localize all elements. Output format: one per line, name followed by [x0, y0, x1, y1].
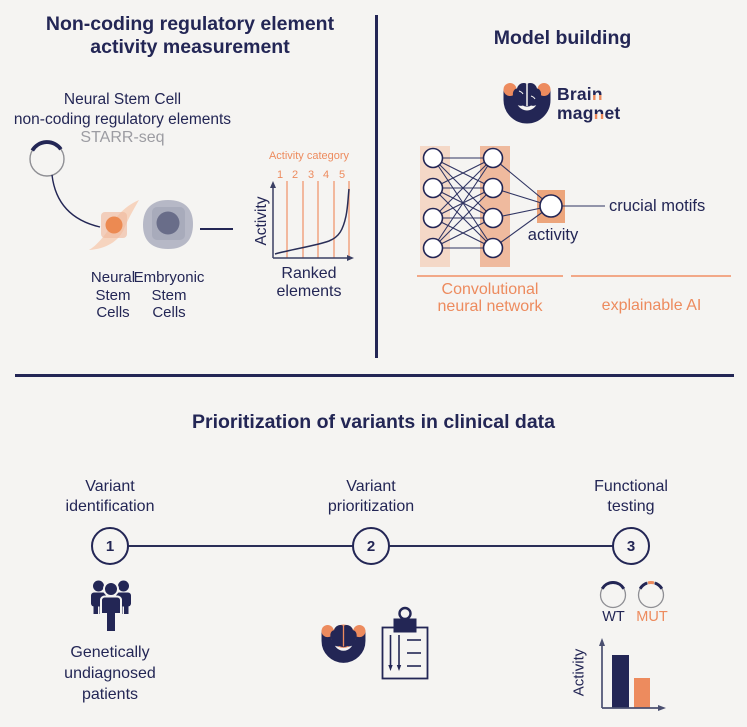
explainable-ai-label: explainable AI	[601, 297, 702, 314]
neural-network-diagram	[420, 146, 605, 267]
brain-glyph	[512, 83, 542, 107]
nn-output-label: activity	[527, 226, 579, 244]
panel-title-activity-measurement: Non-coding regulatory element activity m…	[8, 13, 372, 59]
logo-word-part: mag	[557, 103, 594, 123]
step-label-line: prioritization	[327, 497, 415, 515]
step3-circle: 3	[612, 527, 650, 565]
step-label-line: testing	[607, 497, 655, 515]
cnn-label-line: neural network	[437, 298, 543, 315]
step-number: 3	[626, 537, 636, 555]
neural-stem-cell-icon	[89, 200, 139, 250]
step-label-line: Variant	[346, 478, 396, 495]
panel-title-prioritization: Prioritization of variants in clinical d…	[192, 411, 555, 433]
mut-label: MUT	[636, 609, 668, 625]
category-tick-label: 4	[322, 169, 330, 181]
connector-dash	[200, 228, 233, 230]
category-tick-label: 5	[338, 169, 346, 181]
label-line: Cells	[96, 304, 130, 321]
embryonic-stem-cell-icon	[143, 200, 193, 249]
nn-nodes	[422, 147, 563, 259]
starr-seq-label: STARR-seq	[80, 129, 165, 146]
logo-word-part: Brai	[557, 84, 592, 104]
activity-bar-chart	[599, 638, 666, 711]
brain-magnet-small-icon	[321, 624, 366, 663]
patients-label-line: patients	[81, 686, 139, 703]
flow-curve	[51, 174, 101, 228]
plasmid-icon	[29, 140, 65, 177]
crucial-motifs-label: crucial motifs	[609, 197, 706, 215]
horizontal-divider	[15, 374, 734, 377]
chart-ylabel: Activity	[253, 196, 270, 246]
step-number: 2	[366, 537, 376, 555]
step2-label: Variant prioritization	[316, 477, 426, 516]
logo-magnet-n: n	[591, 84, 603, 104]
embryonic-stem-cells-label: Embryonic Stem Cells	[132, 269, 206, 322]
xai-underline	[571, 275, 731, 277]
cnn-underline	[417, 275, 563, 277]
mut-plasmid-icon	[637, 581, 665, 609]
patients-label-line: undiagnosed	[64, 665, 156, 682]
vertical-divider	[375, 15, 378, 358]
label-line: Stem	[151, 286, 187, 304]
step3-label: Functional testing	[576, 477, 686, 516]
step2-circle: 2	[352, 527, 390, 565]
ranked-activity-chart: Activity category 1 2 3 4 5 Ranked eleme…	[253, 150, 365, 310]
caption-line: Neural Stem Cell	[63, 91, 182, 108]
step-label-line: Functional	[594, 478, 668, 495]
patients-label: Genetically undiagnosed patients	[38, 642, 182, 705]
label-line: Cells	[152, 304, 186, 321]
step1-circle: 1	[91, 527, 129, 565]
category-tick-label: 3	[307, 169, 315, 181]
xlabel-line: Ranked	[281, 265, 337, 282]
brain-magnet-logo-text: Brain magnet	[557, 85, 620, 123]
step-label-line: Variant	[85, 478, 135, 495]
brain-magnet-logo-icon	[503, 83, 551, 124]
label-line: Embryonic	[133, 269, 205, 286]
clipboard-icon	[381, 606, 429, 680]
label-line: Stem	[95, 286, 131, 304]
patients-group-icon	[91, 580, 131, 633]
chart-category-title: Activity category	[268, 150, 350, 162]
panel-title-model-building: Model building	[493, 27, 632, 49]
nsc-elements-caption: Neural Stem Cell non-coding regulatory e…	[0, 90, 245, 129]
category-tick-label: 2	[291, 169, 299, 181]
xlabel-line: elements	[276, 283, 342, 300]
bar-chart-ylabel: Activity	[570, 648, 588, 697]
ranked-activity-plot	[270, 181, 354, 261]
caption-line: non-coding regulatory elements	[13, 110, 232, 128]
cnn-label-line: Convolutional	[441, 281, 539, 298]
chart-xlabel: Ranked elements	[251, 265, 367, 301]
title-line: activity measurement	[90, 36, 290, 58]
label-line: Neural	[90, 269, 136, 286]
patients-label-line: Genetically	[70, 644, 150, 661]
step1-label: Variant identification	[55, 477, 165, 516]
wt-label: WT	[602, 609, 625, 625]
neural-stem-cells-label: Neural Stem Cells	[84, 269, 142, 322]
step-number: 1	[105, 537, 115, 555]
cnn-label: Convolutional neural network	[402, 281, 578, 315]
logo-magnet-n: n	[593, 103, 605, 123]
wt-mut-plasmids	[599, 581, 665, 609]
logo-word-part: et	[604, 103, 621, 123]
wt-plasmid-icon	[599, 581, 627, 609]
step-label-line: identification	[65, 497, 155, 515]
title-line: Non-coding regulatory element	[45, 13, 335, 35]
category-tick-label: 1	[276, 169, 284, 181]
